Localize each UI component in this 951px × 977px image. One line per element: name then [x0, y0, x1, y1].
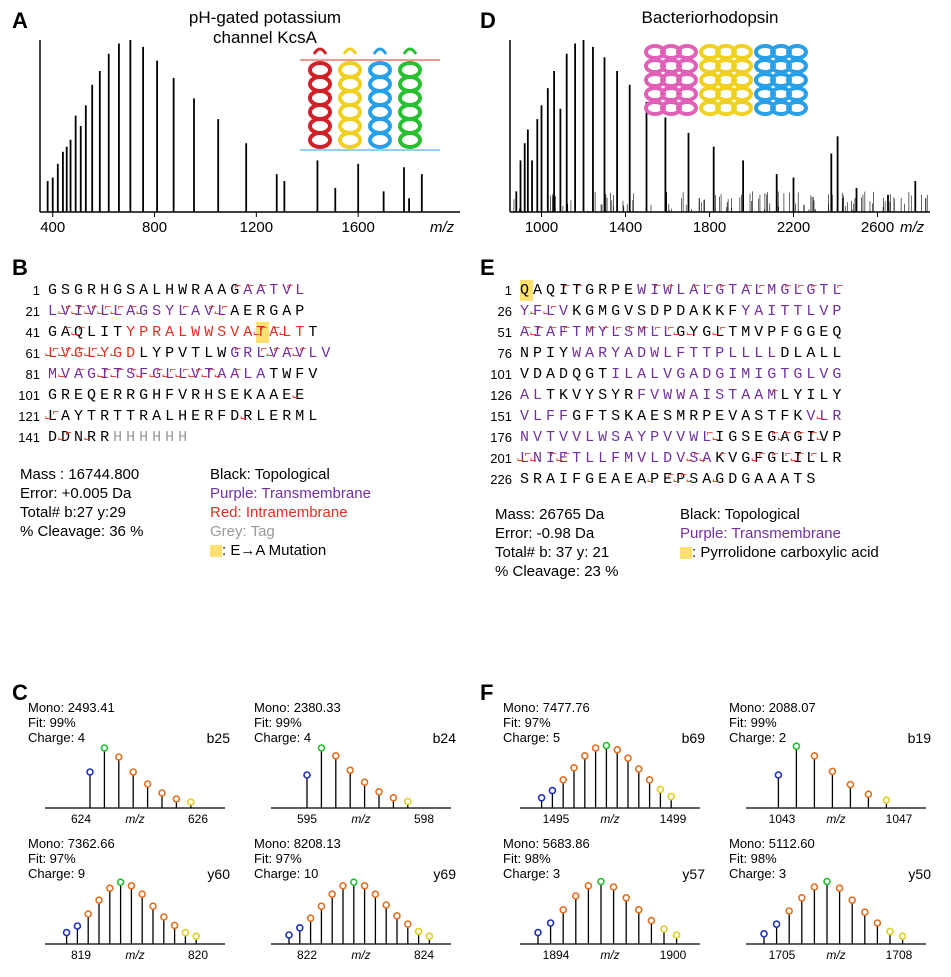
panel-d-label: D — [480, 8, 496, 34]
fragments-f: Mono: 7477.76Fit: 97%Charge: 5b691495149… — [495, 700, 945, 970]
svg-text:1800: 1800 — [693, 219, 726, 236]
panel-f-label: F — [480, 680, 493, 706]
svg-text:800: 800 — [142, 219, 167, 236]
svg-text:819: 819 — [71, 948, 91, 962]
svg-text:400: 400 — [40, 219, 65, 236]
svg-text:m/z: m/z — [125, 812, 144, 826]
svg-text:1200: 1200 — [240, 219, 273, 236]
svg-text:1708: 1708 — [886, 948, 913, 962]
svg-text:m/z: m/z — [600, 812, 619, 826]
svg-text:626: 626 — [188, 812, 208, 826]
kcsa-structure-icon — [290, 40, 450, 170]
br-title: Bacteriorhodopsin — [610, 8, 810, 28]
br-structure-icon — [630, 32, 840, 132]
svg-text:1894: 1894 — [543, 948, 570, 962]
svg-text:m/z: m/z — [125, 948, 144, 962]
legend-kcsa: Black: Topological Purple: Transmembrane… — [210, 465, 371, 560]
panel-b-label: B — [12, 255, 28, 281]
info-br: Mass: 26765 Da Error: -0.98 Da Total# b:… — [495, 505, 618, 581]
sequence-kcsa: 1GSGRHGSALHWRAAG⌐A⌐A⌐TV⌐L21LV⌐⌙I⌐⌙V⌐⌙L⌐⌙… — [16, 280, 466, 448]
svg-text:m/z: m/z — [430, 219, 455, 236]
svg-text:1400: 1400 — [609, 219, 642, 236]
svg-text:m/z: m/z — [826, 948, 845, 962]
svg-text:595: 595 — [297, 812, 317, 826]
svg-text:624: 624 — [71, 812, 91, 826]
panel-a-label: A — [12, 8, 28, 34]
svg-text:2200: 2200 — [777, 219, 810, 236]
svg-text:m/z: m/z — [900, 219, 925, 236]
svg-text:1047: 1047 — [886, 812, 913, 826]
svg-text:822: 822 — [297, 948, 317, 962]
svg-text:1495: 1495 — [543, 812, 570, 826]
legend-br: Black: Topological Purple: Transmembrane… — [680, 505, 879, 562]
svg-text:824: 824 — [414, 948, 434, 962]
svg-text:820: 820 — [188, 948, 208, 962]
svg-text:2600: 2600 — [861, 219, 894, 236]
panel-e-label: E — [480, 255, 495, 281]
svg-text:1043: 1043 — [769, 812, 796, 826]
svg-text:m/z: m/z — [600, 948, 619, 962]
svg-text:1705: 1705 — [769, 948, 796, 962]
svg-text:m/z: m/z — [351, 948, 370, 962]
svg-text:1600: 1600 — [341, 219, 374, 236]
svg-text:1000: 1000 — [525, 219, 558, 236]
sequence-br: 1QAQI⌐T⌐GRPEWI⌐W⌐LA⌐L⌐G⌐TA⌐L⌐MG⌐L⌐G⌐TL⌐2… — [488, 280, 943, 490]
svg-text:1900: 1900 — [660, 948, 687, 962]
svg-text:m/z: m/z — [351, 812, 370, 826]
fragments-c: Mono: 2493.41Fit: 99%Charge: 4b25624626m… — [20, 700, 470, 970]
svg-text:m/z: m/z — [826, 812, 845, 826]
svg-text:1499: 1499 — [660, 812, 687, 826]
info-kcsa: Mass : 16744.800 Error: +0.005 Da Total#… — [20, 465, 143, 541]
svg-text:598: 598 — [414, 812, 434, 826]
